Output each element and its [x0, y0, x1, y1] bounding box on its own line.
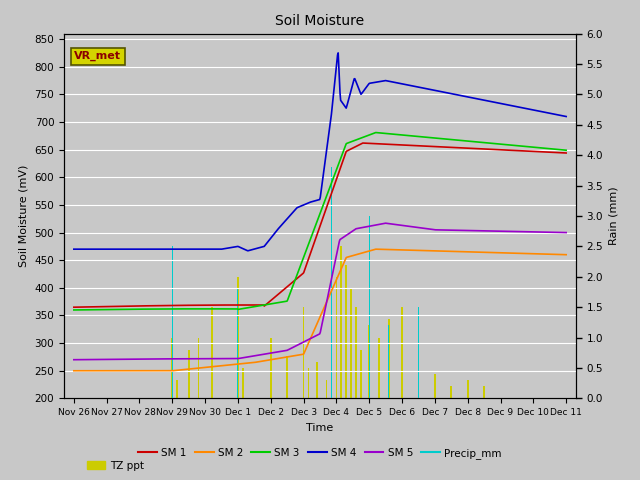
SM 3	[100, 307, 108, 312]
Bar	[451, 386, 452, 398]
Bar	[242, 368, 244, 398]
SM 4	[563, 114, 570, 120]
Bar	[369, 216, 370, 398]
SM 5	[100, 357, 108, 362]
SM 4	[244, 248, 252, 253]
SM 3	[563, 147, 570, 153]
Bar	[335, 277, 337, 398]
SM 5	[70, 357, 77, 362]
Bar	[172, 337, 173, 398]
Legend: SM 1, SM 2, SM 3, SM 4, SM 5, Precip_mm: SM 1, SM 2, SM 3, SM 4, SM 5, Precip_mm	[134, 444, 506, 463]
Bar	[237, 277, 239, 398]
SM 3	[369, 131, 376, 137]
Line: SM 3: SM 3	[74, 132, 566, 310]
SM 5	[369, 223, 376, 228]
SM 2	[495, 250, 502, 256]
SM 3	[495, 141, 502, 147]
Line: SM 5: SM 5	[74, 223, 566, 360]
Line: SM 1: SM 1	[74, 143, 566, 307]
Bar	[286, 356, 288, 398]
Y-axis label: Rain (mm): Rain (mm)	[609, 187, 619, 245]
SM 2	[372, 246, 380, 252]
Bar	[198, 337, 200, 398]
Bar	[418, 307, 419, 398]
Text: VR_met: VR_met	[74, 51, 121, 61]
SM 1	[359, 140, 367, 146]
Bar	[346, 264, 347, 398]
Bar	[316, 362, 317, 398]
SM 4	[334, 50, 342, 56]
Y-axis label: Soil Moisture (mV): Soil Moisture (mV)	[19, 165, 29, 267]
Bar	[211, 307, 212, 398]
Bar	[188, 350, 189, 398]
SM 1	[495, 147, 502, 153]
SM 5	[563, 230, 570, 236]
SM 3	[70, 307, 77, 313]
SM 2	[384, 247, 392, 252]
SM 1	[100, 304, 108, 310]
SM 1	[563, 150, 570, 156]
Bar	[326, 380, 328, 398]
SM 5	[495, 228, 502, 234]
Bar	[434, 374, 436, 398]
SM 2	[563, 252, 570, 258]
Legend: TZ ppt: TZ ppt	[83, 456, 148, 475]
SM 2	[356, 251, 364, 256]
Bar	[172, 246, 173, 398]
Bar	[467, 380, 468, 398]
SM 1	[444, 144, 452, 150]
Bar	[388, 319, 390, 398]
Bar	[177, 380, 178, 398]
SM 2	[100, 368, 108, 373]
Bar	[388, 325, 390, 398]
SM 4	[357, 91, 365, 97]
Bar	[237, 289, 239, 398]
Bar	[378, 337, 380, 398]
SM 1	[356, 142, 364, 147]
SM 5	[382, 220, 390, 226]
SM 1	[70, 304, 77, 310]
Bar	[331, 307, 332, 398]
Line: SM 4: SM 4	[74, 53, 566, 251]
Line: SM 2: SM 2	[74, 249, 566, 371]
Bar	[270, 337, 271, 398]
SM 4	[100, 246, 108, 252]
Bar	[308, 368, 309, 398]
SM 2	[444, 248, 452, 254]
SM 4	[495, 100, 503, 106]
X-axis label: Time: Time	[307, 423, 333, 432]
SM 4	[445, 90, 452, 96]
Title: Soil Moisture: Soil Moisture	[275, 14, 365, 28]
SM 5	[444, 227, 452, 233]
SM 1	[369, 141, 377, 146]
SM 5	[356, 225, 364, 231]
Bar	[360, 350, 362, 398]
Bar	[350, 289, 352, 398]
SM 4	[385, 78, 392, 84]
Bar	[355, 307, 357, 398]
SM 3	[356, 136, 364, 142]
Bar	[401, 307, 403, 398]
SM 2	[369, 247, 376, 253]
Bar	[483, 386, 485, 398]
Bar	[340, 246, 342, 398]
SM 4	[70, 246, 77, 252]
SM 5	[384, 221, 392, 227]
SM 2	[70, 368, 77, 373]
SM 1	[384, 142, 392, 147]
SM 3	[384, 131, 392, 137]
Bar	[417, 368, 419, 398]
Bar	[303, 307, 305, 398]
SM 3	[444, 136, 452, 142]
Bar	[331, 168, 332, 398]
SM 4	[370, 80, 378, 85]
SM 3	[372, 130, 380, 135]
Bar	[369, 325, 370, 398]
